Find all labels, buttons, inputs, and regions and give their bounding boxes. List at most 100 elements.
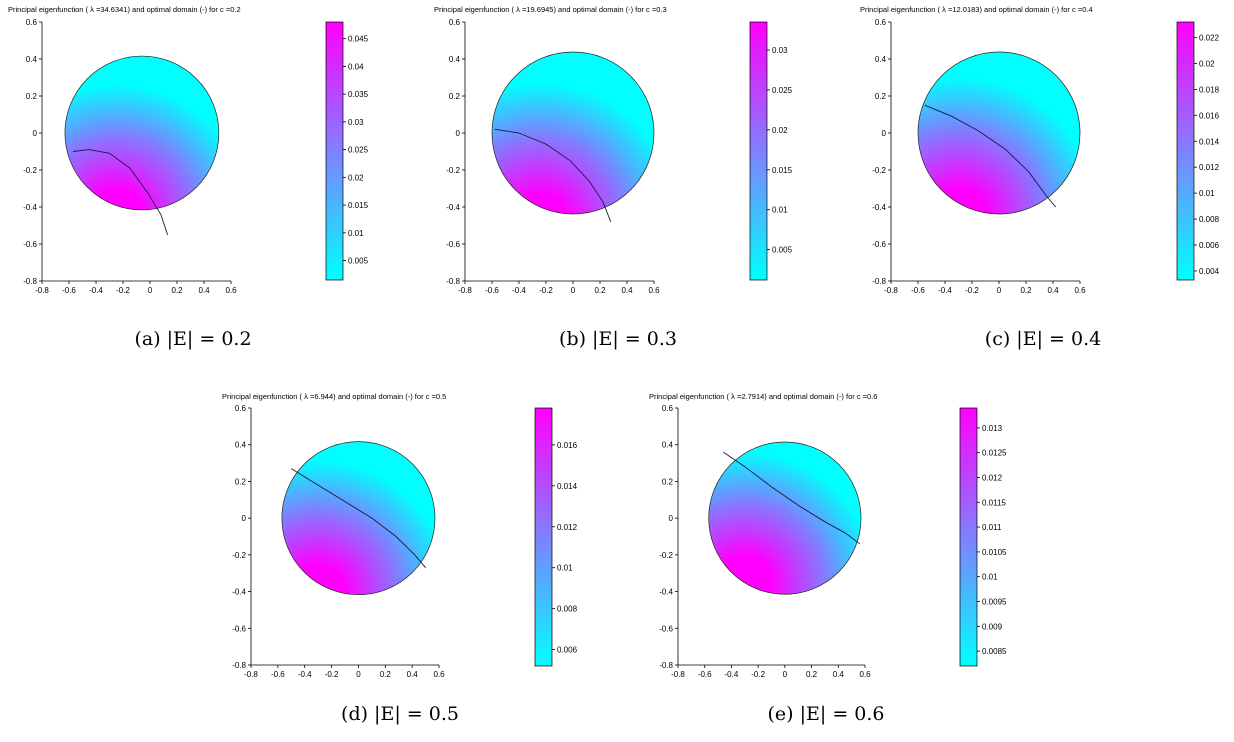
y-tick-label: 0.4	[875, 55, 887, 64]
colorbar-tick-label: 0.013	[982, 424, 1003, 433]
optimal-domain-boundary	[494, 128, 612, 222]
y-tick-label: 0.6	[662, 404, 674, 413]
optimal-domain-boundary	[291, 468, 426, 568]
y-tick-label: -0.4	[659, 588, 673, 597]
colorbar-tick-label: 0.01	[348, 229, 364, 238]
y-tick-label: -0.6	[659, 624, 673, 633]
x-tick-label: -0.8	[884, 286, 898, 295]
y-tick-label: 0.2	[26, 92, 38, 101]
y-tick-label: 0.6	[26, 18, 38, 27]
y-tick-label: 0	[33, 129, 38, 138]
colorbar-tick-label: 0.02	[348, 173, 364, 182]
x-tick-label: -0.4	[938, 286, 952, 295]
x-tick-label: 0.6	[433, 670, 445, 679]
x-tick-label: 0.6	[225, 286, 237, 295]
colorbar-tick-label: 0.035	[348, 90, 369, 99]
x-tick-label: -0.6	[485, 286, 499, 295]
colorbar-tick-label: 0.012	[982, 473, 1003, 482]
colorbar-tick-label: 0.005	[348, 257, 369, 266]
x-tick-label: -0.2	[965, 286, 979, 295]
x-tick-label: -0.6	[911, 286, 925, 295]
y-tick-label: 0.6	[235, 404, 247, 413]
x-tick-label: 0.2	[1020, 286, 1032, 295]
x-tick-label: -0.2	[751, 670, 765, 679]
y-tick-label: -0.6	[446, 240, 460, 249]
x-tick-label: -0.8	[35, 286, 49, 295]
colorbar-tick-label: 0.018	[1199, 85, 1220, 94]
panel-2: Principal eigenfunction ( λ =12.0183) an…	[860, 5, 1220, 350]
x-tick-label: 0	[571, 286, 576, 295]
colorbar-tick-label: 0.014	[1199, 137, 1220, 146]
subfigure-caption: (a) |E| = 0.2	[134, 328, 251, 350]
y-tick-label: -0.4	[23, 203, 37, 212]
plot-title: Principal eigenfunction ( λ =19.6945) an…	[434, 5, 667, 14]
y-tick-label: 0.2	[449, 92, 461, 101]
x-tick-label: 0.6	[648, 286, 660, 295]
y-tick-label: -0.2	[23, 166, 37, 175]
colorbar-tick-label: 0.03	[772, 46, 788, 55]
colorbar-tick-label: 0.01	[1199, 189, 1215, 198]
x-tick-label: 0	[997, 286, 1002, 295]
colorbar-tick-label: 0.012	[557, 523, 578, 532]
panel-0: Principal eigenfunction ( λ =34.6341) an…	[8, 5, 369, 350]
subfigure-caption: (d) |E| = 0.5	[341, 703, 459, 725]
colorbar-tick-label: 0.01	[557, 564, 573, 573]
eigenfunction-disc	[708, 441, 862, 595]
optimal-domain-boundary	[723, 451, 860, 545]
colorbar-tick-label: 0.025	[348, 146, 369, 155]
x-tick-label: -0.4	[725, 670, 739, 679]
colorbar-tick-label: 0.012	[1199, 163, 1220, 172]
x-tick-label: -0.2	[116, 286, 130, 295]
x-tick-label: 0.6	[1074, 286, 1086, 295]
colorbar-tick-label: 0.015	[772, 166, 793, 175]
optimal-domain-boundary	[924, 104, 1057, 208]
colorbar	[325, 21, 344, 281]
plot-title: Principal eigenfunction ( λ =6.944) and …	[222, 392, 446, 401]
colorbar-tick-label: 0.04	[348, 62, 364, 71]
colorbar-tick-label: 0.016	[557, 441, 578, 450]
colorbar	[534, 407, 553, 667]
colorbar-tick-label: 0.0125	[982, 449, 1007, 458]
y-tick-label: 0	[669, 514, 674, 523]
colorbar-tick-label: 0.0085	[982, 647, 1007, 656]
colorbar-tick-label: 0.022	[1199, 34, 1220, 43]
y-tick-label: -0.4	[232, 588, 246, 597]
y-tick-label: 0	[882, 129, 887, 138]
y-tick-label: -0.8	[446, 277, 460, 286]
y-tick-label: -0.8	[659, 661, 673, 670]
x-tick-label: 0.2	[806, 670, 818, 679]
colorbar-tick-label: 0.015	[348, 201, 369, 210]
colorbar-tick-label: 0.01	[982, 573, 998, 582]
eigenfunction-disc	[491, 51, 655, 215]
colorbar-tick-label: 0.014	[557, 482, 578, 491]
y-tick-label: 0	[456, 129, 461, 138]
panel-1: Principal eigenfunction ( λ =19.6945) an…	[434, 5, 793, 350]
colorbar-tick-label: 0.016	[1199, 111, 1220, 120]
y-tick-label: 0.2	[662, 477, 674, 486]
y-tick-label: 0	[242, 514, 247, 523]
x-tick-label: -0.6	[271, 670, 285, 679]
colorbar	[1176, 21, 1195, 281]
colorbar-tick-label: 0.005	[772, 246, 793, 255]
colorbar-tick-label: 0.008	[1199, 215, 1220, 224]
x-tick-label: 0.4	[621, 286, 633, 295]
colorbar-tick-label: 0.045	[348, 35, 369, 44]
colorbar-tick-label: 0.006	[557, 646, 578, 655]
y-tick-label: 0.4	[662, 441, 674, 450]
y-tick-label: -0.6	[872, 240, 886, 249]
y-tick-label: 0.6	[875, 18, 887, 27]
x-tick-label: 0.4	[407, 670, 419, 679]
y-tick-label: 0.2	[235, 477, 247, 486]
colorbar-tick-label: 0.02	[1199, 59, 1215, 68]
y-tick-label: -0.6	[23, 240, 37, 249]
y-tick-label: -0.2	[446, 166, 460, 175]
colorbar-tick-label: 0.0115	[982, 498, 1006, 507]
x-tick-label: 0.2	[171, 286, 183, 295]
y-tick-label: -0.8	[23, 277, 37, 286]
colorbar-tick-label: 0.025	[772, 86, 793, 95]
x-tick-label: 0.2	[594, 286, 606, 295]
y-tick-label: -0.4	[872, 203, 886, 212]
colorbar-tick-label: 0.01	[772, 206, 788, 215]
colorbar-tick-label: 0.0105	[982, 548, 1007, 557]
